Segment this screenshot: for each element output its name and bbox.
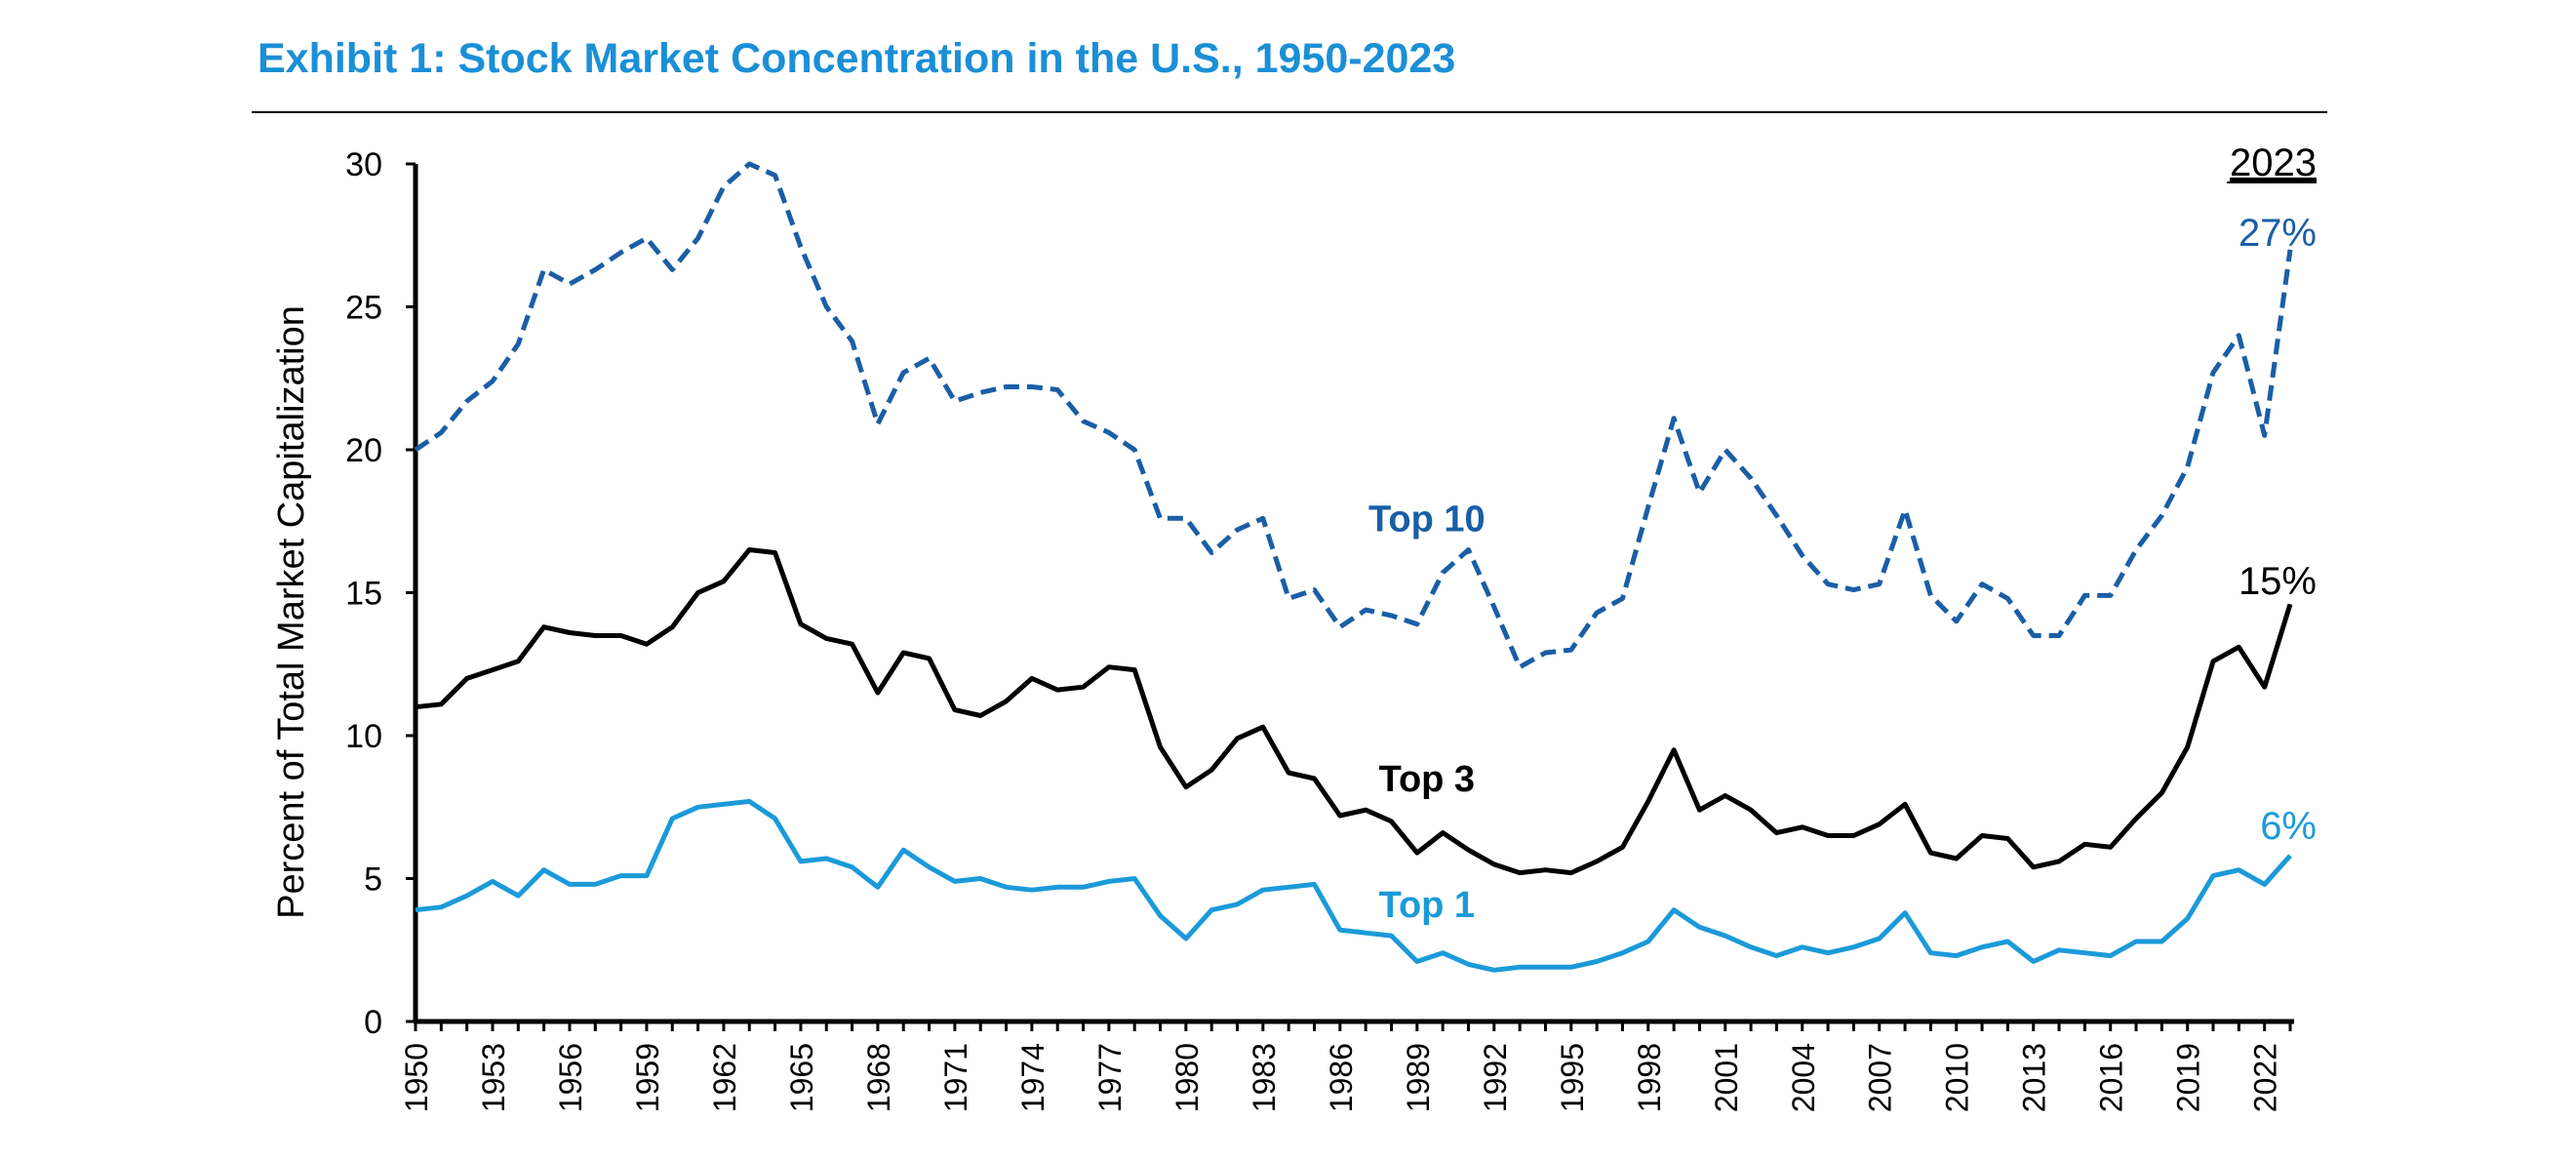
- series-label-top-10: Top 10: [1368, 499, 1486, 540]
- x-tick-label: 1998: [1632, 1043, 1667, 1112]
- x-tick-label: 2001: [1709, 1043, 1744, 1112]
- x-tick-label: 2022: [2248, 1043, 2283, 1112]
- x-tick-label: 2004: [1786, 1043, 1821, 1112]
- y-tick-label: 30: [345, 146, 382, 183]
- x-tick-label: 2013: [2017, 1043, 2052, 1112]
- top10-end-annotation: 27%: [2239, 212, 2317, 255]
- series-label-top-1: Top 1: [1379, 885, 1476, 926]
- x-tick-label: 1959: [630, 1043, 665, 1112]
- x-tick-label: 1995: [1555, 1043, 1590, 1112]
- x-tick-label: 1971: [938, 1043, 973, 1112]
- y-axis-title: Percent of Total Market Capitalization: [271, 305, 312, 919]
- x-tick-label: 1962: [707, 1043, 742, 1112]
- x-tick-label: 1977: [1092, 1043, 1128, 1112]
- x-tick-label: 2016: [2094, 1043, 2129, 1112]
- x-tick-label: 2019: [2171, 1043, 2206, 1112]
- series-line-top-10: [414, 161, 2293, 670]
- y-tick-label: 0: [364, 1004, 382, 1041]
- x-tick-label: 1980: [1169, 1043, 1205, 1112]
- x-tick-label: 2007: [1863, 1043, 1898, 1112]
- x-tick-label: 1956: [553, 1043, 588, 1112]
- y-tick-label: 25: [345, 290, 382, 327]
- year-header-annotation: 2023: [2230, 141, 2317, 184]
- series-label-top-3: Top 3: [1379, 759, 1476, 800]
- top3-end-annotation: 15%: [2239, 560, 2317, 603]
- y-tick-label: 15: [345, 576, 382, 613]
- chart-title: Exhibit 1: Stock Market Concentration in…: [258, 35, 1456, 82]
- x-tick-label: 1989: [1401, 1043, 1436, 1112]
- y-tick-label: 20: [345, 432, 382, 469]
- x-tick-label: 1992: [1478, 1043, 1513, 1112]
- title-divider: [252, 111, 2327, 113]
- x-tick-label: 1974: [1015, 1043, 1050, 1112]
- x-tick-label: 1983: [1247, 1043, 1282, 1112]
- series-line-top-1: [415, 798, 2292, 973]
- y-tick-label: 10: [345, 718, 382, 755]
- x-tick-label: 2010: [1940, 1043, 1975, 1112]
- y-tick-label: 5: [364, 861, 382, 899]
- x-tick-label: 1986: [1324, 1043, 1359, 1112]
- x-tick-label: 1950: [399, 1043, 434, 1112]
- x-tick-label: 1965: [784, 1043, 819, 1112]
- top1-end-annotation: 6%: [2260, 805, 2317, 848]
- series-line-top-3: [415, 547, 2293, 876]
- x-tick-label: 1953: [476, 1043, 511, 1112]
- x-tick-label: 1968: [861, 1043, 896, 1112]
